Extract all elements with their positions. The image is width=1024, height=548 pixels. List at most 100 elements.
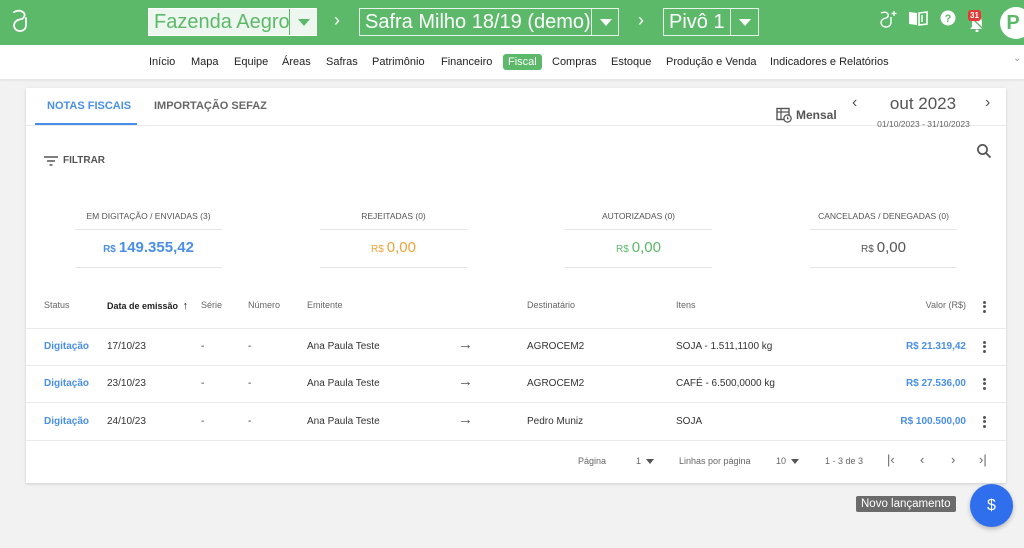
farm-name: Fazenda Aegro: [154, 11, 290, 33]
column-header-series[interactable]: Série: [201, 300, 223, 310]
row-status[interactable]: Digitação: [44, 341, 90, 352]
page-select[interactable]: 1: [636, 456, 655, 466]
currency-label: R$: [103, 244, 116, 255]
column-header-items[interactable]: Itens: [676, 300, 696, 310]
book-icon[interactable]: [908, 10, 928, 26]
tab-notas-fiscais[interactable]: NOTAS FISCAIS: [47, 100, 132, 112]
row-menu-icon[interactable]: [983, 376, 989, 391]
summary-label: AUTORIZADAS (0): [565, 208, 712, 230]
amount: 149.355,42: [118, 239, 194, 256]
nav-item-patrimonio[interactable]: Patrimônio: [372, 56, 425, 68]
summary-canceladas[interactable]: CANCELADAS / DENEGADAS (0) R$ 0,00: [810, 208, 957, 268]
row-number: -: [248, 416, 252, 427]
aegro-logo-icon[interactable]: [9, 8, 31, 34]
add-user-icon[interactable]: [878, 8, 898, 30]
filter-label: FILTRAR: [63, 155, 106, 166]
row-items: SOJA - 1.511,1100 kg: [676, 341, 773, 352]
caret-down-icon: [791, 459, 800, 465]
row-issuer: Ana Paula Teste: [307, 341, 380, 352]
nav-item-mapa[interactable]: Mapa: [191, 56, 219, 68]
amount: 0,00: [876, 239, 906, 256]
summary-digitacao[interactable]: EM DIGITAÇÃO / ENVIADAS (3) R$ 149.355,42: [75, 208, 222, 268]
row-issuer: Ana Paula Teste: [307, 378, 380, 389]
farm-dropdown-icon[interactable]: [289, 9, 316, 35]
summary-label: EM DIGITAÇÃO / ENVIADAS (3): [75, 208, 222, 230]
nav-item-compras[interactable]: Compras: [552, 56, 597, 68]
rows-per-page-select[interactable]: 10: [776, 456, 800, 466]
summary-label: REJEITADAS (0): [320, 208, 467, 230]
row-menu-icon[interactable]: [983, 339, 989, 354]
page-value: 1: [636, 456, 642, 466]
row-value: R$ 27.536,00: [905, 378, 966, 389]
nav-item-estoque[interactable]: Estoque: [611, 56, 652, 68]
help-icon[interactable]: ?: [940, 10, 956, 26]
column-menu-icon[interactable]: [983, 299, 989, 314]
period-next-icon[interactable]: ›: [985, 94, 991, 111]
rows-per-page-value: 10: [776, 456, 787, 466]
season-dropdown-icon[interactable]: [591, 9, 618, 35]
filter-icon: [44, 155, 58, 166]
period-title: out 2023: [889, 94, 957, 113]
row-status[interactable]: Digitação: [44, 378, 90, 389]
active-tab-indicator: [35, 123, 137, 125]
nav-item-fiscal[interactable]: Fiscal: [503, 54, 542, 70]
top-bar: Fazenda Aegro › Safra Milho 18/19 (demo)…: [0, 0, 1024, 45]
avatar[interactable]: P: [1000, 7, 1024, 39]
arrow-right-icon: →: [458, 411, 473, 428]
currency-label: R$: [371, 244, 384, 255]
nav-item-equipe[interactable]: Equipe: [234, 56, 269, 68]
svg-text:?: ?: [945, 13, 952, 25]
summary-autorizadas[interactable]: AUTORIZADAS (0) R$ 0,00: [565, 208, 712, 268]
pivot-dropdown-icon[interactable]: [730, 9, 758, 35]
rows-per-page-label: Linhas por página: [679, 456, 751, 466]
nav-item-areas[interactable]: Áreas: [282, 56, 311, 68]
column-header-status[interactable]: Status: [44, 300, 70, 310]
nav-item-financeiro[interactable]: Financeiro: [441, 56, 493, 68]
summary-value: R$ 149.355,42: [75, 230, 222, 268]
next-page-icon[interactable]: ›: [951, 452, 956, 467]
row-menu-icon[interactable]: [983, 414, 989, 429]
summary-value: R$ 0,00: [565, 230, 712, 268]
nav-item-producao-venda[interactable]: Produção e Venda: [666, 56, 757, 68]
period-mode-button[interactable]: Mensal: [776, 107, 837, 123]
season-selector[interactable]: Safra Milho 18/19 (demo): [359, 8, 619, 36]
summary-rejeitadas[interactable]: REJEITADAS (0) R$ 0,00: [320, 208, 467, 268]
row-series: -: [201, 341, 205, 352]
filter-button[interactable]: FILTRAR: [44, 155, 105, 166]
farm-selector[interactable]: Fazenda Aegro: [148, 8, 317, 36]
period-range: 01/10/2023 - 31/10/2023: [877, 119, 970, 129]
column-header-date[interactable]: Data de emissão ↑: [107, 300, 188, 312]
nav-item-safras[interactable]: Safras: [326, 56, 358, 68]
new-entry-tooltip: Novo lançamento: [856, 496, 956, 512]
tab-importacao-sefaz[interactable]: IMPORTAÇÃO SEFAZ: [154, 100, 267, 112]
page-label: Página: [578, 456, 607, 466]
nav-item-indicadores[interactable]: Indicadores e Relatórios: [770, 56, 889, 68]
row-issuer: Ana Paula Teste: [307, 416, 380, 427]
prev-page-icon[interactable]: ‹: [920, 452, 925, 467]
row-recipient: AGROCEM2: [527, 341, 585, 352]
amount: 0,00: [631, 239, 661, 256]
column-header-value[interactable]: Valor (R$): [925, 300, 966, 310]
row-divider: [26, 402, 1006, 403]
row-status[interactable]: Digitação: [44, 416, 90, 427]
column-header-number[interactable]: Número: [248, 300, 281, 310]
row-date: 24/10/23: [107, 416, 146, 427]
row-divider: [26, 440, 1006, 441]
pagination-range: 1 - 3 de 3: [825, 456, 864, 466]
period-prev-icon[interactable]: ‹: [852, 94, 858, 111]
column-header-recipient[interactable]: Destinatário: [527, 300, 576, 310]
row-recipient: AGROCEM2: [527, 378, 585, 389]
new-entry-button[interactable]: $: [970, 484, 1013, 527]
column-header-issuer[interactable]: Emitente: [307, 300, 343, 310]
nav-item-inicio[interactable]: Início: [149, 56, 176, 68]
pivot-selector[interactable]: Pivô 1: [663, 8, 759, 36]
row-divider: [26, 328, 1006, 329]
nav-more-chevron-icon[interactable]: ⌄: [1013, 53, 1022, 64]
row-value: R$ 100.500,00: [900, 416, 966, 427]
row-items: SOJA: [676, 416, 703, 427]
first-page-icon[interactable]: |‹: [887, 452, 895, 467]
invoices-card: NOTAS FISCAIS IMPORTAÇÃO SEFAZ Mensal ‹ …: [26, 88, 1006, 483]
last-page-icon[interactable]: ›|: [979, 452, 987, 467]
search-icon[interactable]: [976, 143, 992, 159]
currency-label: R$: [861, 244, 874, 255]
